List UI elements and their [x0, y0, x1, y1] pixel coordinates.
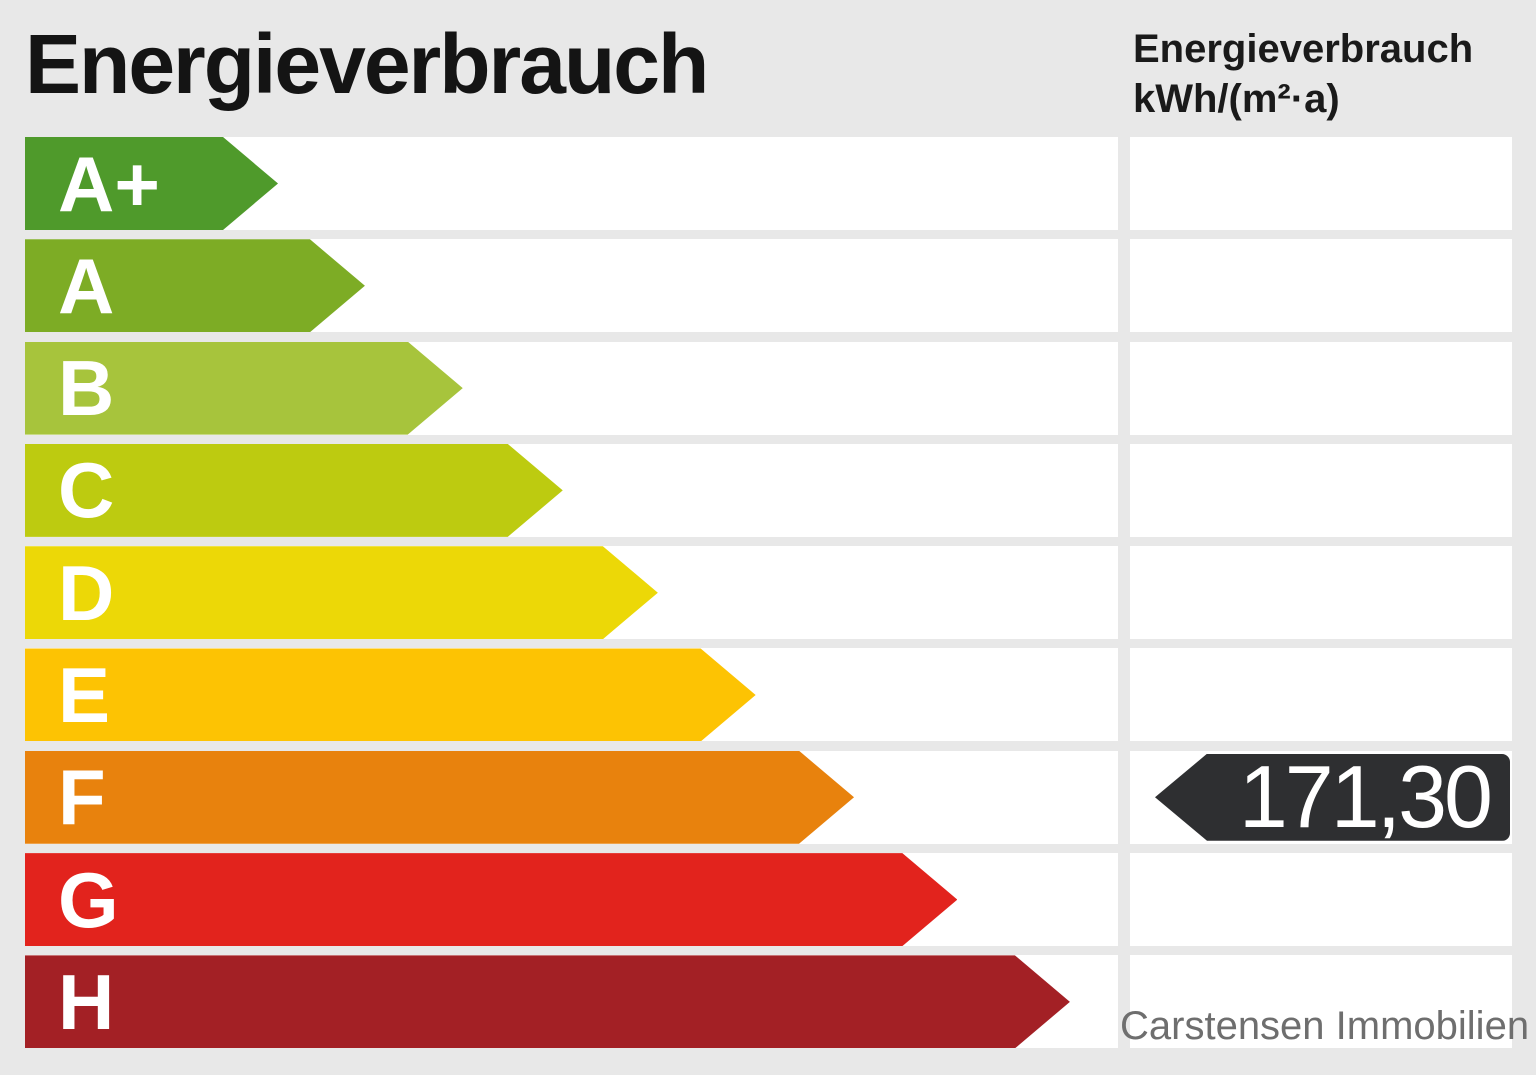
unit-header-line1: Energieverbrauch: [1133, 27, 1474, 71]
value-cell-b: [1130, 341, 1512, 435]
rating-arrow-d: D: [25, 546, 658, 639]
page-title: Energieverbrauch: [25, 17, 709, 111]
value-text: 171,30: [1238, 747, 1493, 847]
band-cell-e: E: [25, 648, 1118, 742]
band-cell-a-plus: A+: [25, 137, 1118, 230]
rating-arrow-a-plus: A+: [25, 137, 278, 230]
rating-arrow-e: E: [25, 648, 756, 741]
rating-arrow-g: G: [25, 853, 957, 946]
rating-row-f: F 171,30: [25, 747, 1512, 847]
rating-arrow-f: F: [25, 751, 854, 844]
band-cell-f: F: [25, 750, 1118, 844]
rating-row-d: D: [25, 546, 1512, 640]
band-label-f: F: [58, 753, 106, 842]
band-label-a: A: [58, 241, 115, 330]
value-cell-a: [1130, 239, 1512, 333]
rating-row-b: B: [25, 341, 1512, 435]
watermark: Carstensen Immobilien: [1120, 1004, 1530, 1049]
rating-arrow-h: H: [25, 955, 1070, 1048]
band-label-e: E: [58, 650, 111, 739]
value-cell-c: [1130, 443, 1512, 537]
band-label-a-plus: A+: [58, 139, 160, 228]
rating-row-a: A: [25, 239, 1512, 333]
band-cell-b: B: [25, 341, 1118, 435]
band-cell-a: A: [25, 239, 1118, 333]
rating-row-g: G: [25, 853, 1512, 947]
band-label-g: G: [58, 855, 119, 944]
band-cell-d: D: [25, 546, 1118, 640]
rating-row-a-plus: A+: [25, 137, 1512, 230]
band-label-d: D: [58, 548, 115, 637]
band-label-c: C: [58, 446, 115, 535]
band-label-b: B: [58, 344, 115, 433]
value-cell-e: [1130, 648, 1512, 742]
rating-scale: A+ A B C: [25, 137, 1529, 1049]
unit-header: Energieverbrauch kWh/(m²·a): [1133, 24, 1473, 124]
value-cell-g: [1130, 853, 1512, 947]
value-arrow: 171,30: [1155, 747, 1510, 847]
rating-row-c: C: [25, 443, 1512, 537]
unit-header-line2: kWh/(m²·a): [1133, 77, 1340, 121]
value-cell-f: 171,30: [1130, 747, 1512, 847]
band-cell-c: C: [25, 443, 1118, 537]
band-label-h: H: [58, 957, 115, 1046]
value-cell-a-plus: [1130, 137, 1512, 230]
value-cell-h: Carstensen Immobilien: [1120, 955, 1529, 1049]
rating-arrow-b: B: [25, 342, 463, 435]
rating-row-h: H Carstensen Immobilien: [25, 955, 1529, 1049]
rating-arrow-a: A: [25, 239, 365, 332]
value-cell-d: [1130, 546, 1512, 640]
band-cell-h: H: [25, 955, 1118, 1049]
rating-row-e: E: [25, 648, 1512, 742]
band-cell-g: G: [25, 853, 1118, 947]
rating-arrow-c: C: [25, 444, 563, 537]
